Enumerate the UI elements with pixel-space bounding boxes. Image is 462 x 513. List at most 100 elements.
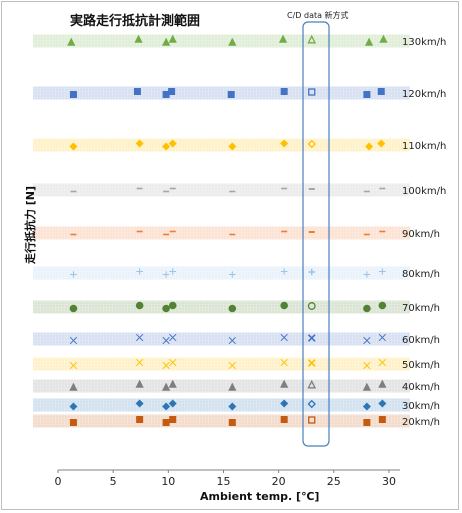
point-70km-h-3 bbox=[168, 301, 177, 310]
point-40km-h-2 bbox=[162, 382, 171, 391]
point-130km-h-2 bbox=[162, 37, 171, 46]
point-30km-h-0 bbox=[69, 402, 78, 411]
band-texture bbox=[33, 357, 410, 371]
speed-label-50km-h: 50km/h bbox=[402, 360, 440, 371]
point-110km-h-0 bbox=[69, 142, 78, 151]
x-tick-label: 20 bbox=[272, 475, 286, 488]
speed-label-110km-h: 110km/h bbox=[402, 141, 446, 152]
point-80km-h-6 bbox=[363, 271, 371, 278]
point-110km-h-2 bbox=[162, 142, 171, 151]
band-texture bbox=[33, 300, 410, 314]
point-60km-h-0 bbox=[69, 336, 78, 345]
cd-point-120km-h bbox=[308, 88, 316, 96]
point-80km-h-1 bbox=[136, 268, 143, 275]
point-110km-h-6 bbox=[365, 142, 374, 151]
point-30km-h-2 bbox=[162, 402, 171, 411]
x-axis-title: Ambient temp. [℃] bbox=[200, 490, 319, 503]
point-50km-h-0 bbox=[69, 361, 78, 370]
point-30km-h-7 bbox=[378, 399, 387, 408]
points-layer bbox=[67, 34, 388, 426]
speed-label-90km-h: 90km/h bbox=[402, 229, 440, 240]
speed-label-130km-h: 130km/h bbox=[402, 37, 446, 48]
point-60km-h-5 bbox=[280, 333, 288, 342]
point-120km-h-7 bbox=[377, 88, 385, 95]
speed-label-60km-h: 60km/h bbox=[402, 335, 440, 346]
band-texture bbox=[33, 266, 410, 280]
point-110km-h-7 bbox=[377, 139, 386, 148]
cd-point-130km-h bbox=[307, 34, 317, 44]
speed-label-120km-h: 120km/h bbox=[402, 89, 446, 100]
point-130km-h-0 bbox=[67, 37, 76, 46]
speed-label-100km-h: 100km/h bbox=[402, 186, 446, 197]
point-50km-h-7 bbox=[378, 358, 387, 367]
x-tick-label: 10 bbox=[161, 475, 175, 488]
point-120km-h-6 bbox=[363, 91, 371, 98]
speed-label-40km-h: 40km/h bbox=[402, 382, 440, 393]
point-70km-h-1 bbox=[135, 301, 144, 310]
point-40km-h-1 bbox=[135, 379, 144, 388]
cd-point-60km-h bbox=[307, 334, 316, 342]
y-axis-title: 走行抵抗力 [N] bbox=[23, 186, 37, 265]
bands-layer: 130km/h 120km/h 110km/h 100km/h 90km/h 80km/h… bbox=[33, 34, 446, 428]
point-20km-h-5 bbox=[280, 416, 288, 423]
band-texture bbox=[33, 34, 410, 48]
point-20km-h-7 bbox=[378, 416, 386, 423]
band-texture bbox=[33, 379, 410, 393]
point-60km-h-6 bbox=[363, 336, 371, 345]
point-40km-h-7 bbox=[378, 379, 387, 388]
point-30km-h-3 bbox=[168, 399, 177, 408]
point-20km-h-2 bbox=[162, 419, 170, 426]
cd-point-110km-h bbox=[307, 139, 316, 149]
point-60km-h-2 bbox=[162, 336, 170, 345]
cd-point-70km-h bbox=[307, 302, 316, 310]
speed-label-30km-h: 30km/h bbox=[402, 401, 440, 412]
point-80km-h-0 bbox=[70, 271, 77, 278]
x-tick-label: 15 bbox=[216, 475, 230, 488]
point-120km-h-4 bbox=[227, 91, 235, 98]
point-80km-h-4 bbox=[229, 271, 236, 278]
band-texture bbox=[33, 414, 410, 428]
point-50km-h-2 bbox=[162, 361, 170, 370]
band-texture bbox=[33, 183, 410, 197]
point-20km-h-4 bbox=[228, 419, 236, 426]
point-110km-h-3 bbox=[168, 139, 177, 148]
x-axis: 0 5 10 15 20 25 30 bbox=[55, 469, 400, 488]
cd-point-50km-h bbox=[307, 359, 316, 367]
band-texture bbox=[33, 86, 410, 100]
point-20km-h-6 bbox=[363, 419, 371, 426]
point-50km-h-4 bbox=[228, 361, 236, 370]
point-40km-h-4 bbox=[228, 382, 237, 391]
x-tick-label: 0 bbox=[55, 475, 62, 488]
point-60km-h-1 bbox=[135, 333, 144, 342]
point-50km-h-3 bbox=[169, 358, 177, 367]
point-120km-h-0 bbox=[69, 91, 77, 98]
point-110km-h-4 bbox=[228, 142, 237, 151]
point-120km-h-1 bbox=[133, 88, 141, 95]
point-130km-h-3 bbox=[168, 34, 177, 43]
point-110km-h-5 bbox=[280, 139, 289, 148]
point-80km-h-7 bbox=[379, 268, 386, 275]
point-40km-h-5 bbox=[280, 379, 289, 388]
point-40km-h-6 bbox=[362, 382, 372, 391]
point-130km-h-1 bbox=[134, 34, 143, 43]
point-80km-h-3 bbox=[169, 268, 177, 275]
point-130km-h-5 bbox=[278, 34, 288, 43]
point-60km-h-7 bbox=[378, 333, 387, 342]
point-20km-h-1 bbox=[136, 416, 144, 423]
cd-point-80km-h bbox=[308, 268, 316, 276]
point-120km-h-3 bbox=[168, 88, 176, 95]
point-20km-h-3 bbox=[169, 416, 177, 423]
chart-title: 実路走行抵抗計測範囲 bbox=[70, 13, 200, 29]
point-40km-h-3 bbox=[168, 379, 177, 388]
cd-point-20km-h bbox=[308, 416, 316, 424]
point-50km-h-1 bbox=[135, 358, 144, 367]
point-50km-h-6 bbox=[363, 361, 371, 370]
point-70km-h-2 bbox=[162, 304, 170, 313]
point-30km-h-6 bbox=[362, 402, 371, 411]
cd-point-30km-h bbox=[307, 399, 316, 409]
point-40km-h-0 bbox=[69, 382, 78, 391]
point-70km-h-4 bbox=[228, 304, 237, 313]
point-70km-h-7 bbox=[378, 301, 387, 310]
point-30km-h-4 bbox=[228, 402, 237, 411]
